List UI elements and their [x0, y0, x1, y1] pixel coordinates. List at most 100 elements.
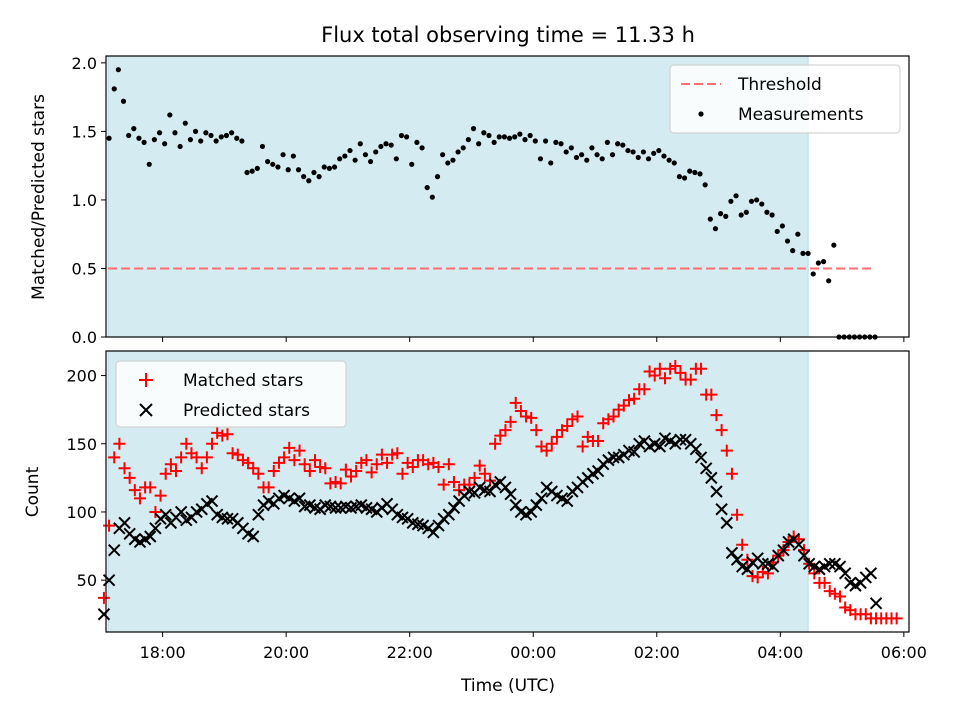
predicted-star-point	[432, 519, 445, 532]
matched-star-point	[211, 426, 224, 439]
matched-star-point	[422, 458, 435, 471]
chart-title: Flux total observing time = 11.33 h	[321, 23, 695, 47]
measurement-point	[625, 147, 631, 154]
measurement-point	[599, 156, 605, 162]
matched-star-point	[731, 508, 744, 521]
matched-star-point	[669, 360, 682, 373]
matched-star-point	[231, 448, 244, 461]
matched-star-point	[705, 388, 718, 401]
measurement-point	[764, 209, 770, 215]
matched-star-point	[571, 410, 584, 423]
measurement-point	[831, 242, 837, 248]
measurement-point	[177, 143, 183, 150]
measurement-point	[203, 130, 209, 136]
measurement-point	[239, 138, 245, 144]
measurement-point	[718, 211, 724, 217]
x-tick-label: 20:00	[263, 643, 309, 662]
measurement-point	[501, 134, 508, 140]
measurement-point	[249, 168, 255, 174]
bottom-y-axis-label: Count	[23, 466, 43, 517]
predicted-star-point	[823, 557, 836, 571]
legend-matched-swatch	[139, 373, 153, 387]
matched-star-point	[334, 477, 347, 490]
bottom-x-axis: 18:00 20:00 22:00 00:00 02:00 04:00 06:00	[140, 632, 927, 662]
predicted-star-point	[591, 464, 605, 478]
legend-threshold-label: Threshold	[737, 75, 822, 95]
predicted-star-point	[699, 462, 713, 475]
matched-star-point	[674, 366, 687, 379]
matched-star-point	[447, 475, 460, 488]
top-axes-frame	[105, 55, 910, 338]
measurement-point	[527, 132, 533, 139]
measurement-point	[470, 126, 477, 132]
predicted-star-point	[715, 503, 728, 516]
matched-star-point	[195, 462, 208, 475]
matched-star-point	[103, 519, 116, 532]
measurement-point	[532, 138, 538, 144]
matched-star-point	[262, 481, 275, 494]
measurement-point	[759, 201, 765, 207]
measurement-point	[522, 137, 528, 143]
y-tick-label: 1.0	[72, 191, 97, 210]
bottom-panel: 50 100 150 200 18:00 20:00 22:00 00:00 02:00 04:…	[23, 350, 927, 662]
matched-star-point	[118, 462, 131, 475]
matched-star-point	[375, 448, 388, 461]
measurement-point	[769, 212, 775, 218]
measurement-point	[826, 278, 832, 284]
matched-star-point	[695, 362, 708, 375]
matched-star-point	[653, 362, 666, 375]
matched-star-point	[308, 454, 321, 467]
measurement-point	[517, 131, 523, 137]
matched-star-point	[288, 454, 301, 467]
measurement-point	[707, 216, 713, 222]
measurement-point	[671, 160, 677, 166]
measurement-point	[779, 223, 785, 229]
predicted-star-point	[252, 508, 265, 521]
matched-star-point	[715, 424, 728, 437]
predicted-star-point	[792, 538, 806, 551]
matched-star-point	[834, 590, 847, 603]
matched-star-point	[617, 399, 630, 412]
measurement-point	[651, 150, 657, 156]
measurement-point	[393, 156, 399, 162]
x-tick-label: 06:00	[881, 643, 927, 662]
y-tick-label: 1.5	[72, 122, 97, 141]
matched-star-point	[607, 410, 620, 423]
predicted-star-point	[108, 543, 121, 557]
matched-star-point	[247, 462, 260, 475]
legend-measurements-swatch	[698, 111, 704, 117]
measurement-point	[146, 161, 152, 167]
measurement-point	[548, 160, 554, 166]
matched-star-point	[504, 415, 517, 428]
matched-star-point	[751, 571, 764, 584]
predicted-star-point	[174, 505, 188, 519]
measurement-point	[820, 259, 827, 265]
predicted-star-point	[720, 516, 733, 530]
matched-star-point	[164, 458, 177, 471]
top-y-axis: 0.0 0.5 1.0 1.5 2.0	[72, 54, 106, 347]
measurement-point	[723, 213, 729, 219]
predicted-star-point	[694, 451, 708, 464]
measurement-point	[213, 138, 219, 144]
measurement-point	[373, 149, 379, 155]
matched-star-point	[283, 441, 296, 454]
matched-star-point	[386, 448, 399, 461]
measurement-point	[676, 174, 683, 180]
matched-star-point	[478, 467, 491, 480]
matched-star-point	[123, 471, 136, 484]
predicted-star-point	[118, 516, 131, 530]
measurement-point	[306, 178, 312, 184]
y-tick-label: 100	[66, 503, 97, 522]
matched-star-point	[216, 429, 229, 442]
measurement-point	[656, 147, 662, 154]
predicted-star-point	[674, 433, 687, 446]
x-tick-label: 04:00	[757, 643, 803, 662]
measurement-point	[115, 67, 121, 73]
matched-star-point	[345, 470, 358, 483]
measurement-point	[800, 250, 806, 256]
matched-star-point	[221, 428, 234, 441]
measurement-point	[429, 194, 435, 200]
measurement-point	[414, 139, 420, 145]
top-y-axis-label: Matched/Predicted stars	[29, 94, 49, 300]
matched-star-point	[144, 481, 157, 494]
